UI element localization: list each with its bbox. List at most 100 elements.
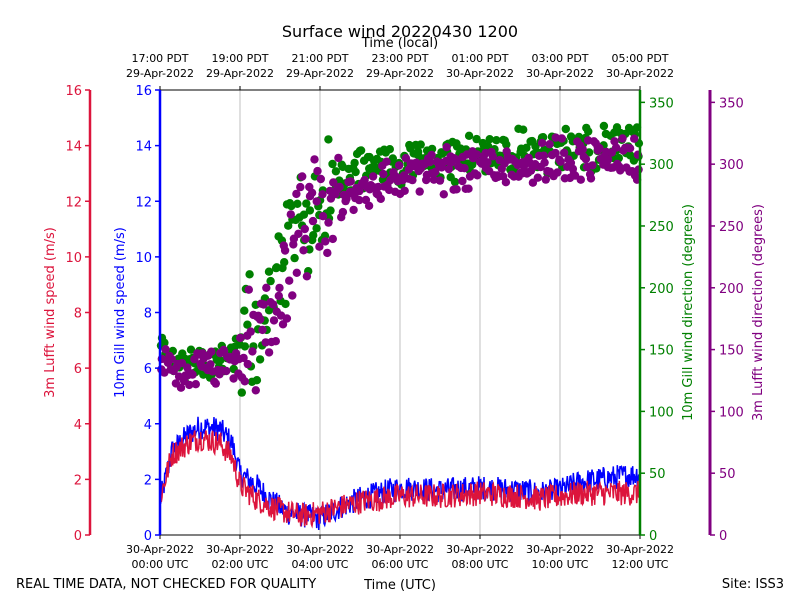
3m-lufft-wind-direction-point: [302, 272, 312, 281]
3m-lufft-wind-direction-point: [501, 178, 511, 187]
3m-lufft-wind-direction-point: [458, 176, 467, 186]
lufft-dir-tick-label: 0: [719, 529, 727, 544]
3m-lufft-wind-direction-point: [553, 168, 562, 177]
lufft-dir-tick-label: 250: [719, 220, 744, 235]
3m-lufft-wind-direction-point: [239, 353, 248, 363]
10m-gill-wind-direction-point: [245, 270, 254, 279]
3m-lufft-wind-direction-point: [244, 285, 253, 294]
3m-lufft-wind-direction-point: [425, 158, 434, 167]
chart-title: Surface wind 20220430 1200: [282, 22, 518, 41]
3m-lufft-wind-direction-point: [415, 187, 424, 196]
3m-lufft-wind-direction-point: [313, 166, 322, 176]
10m-gill-wind-direction-point: [472, 134, 481, 144]
3m-lufft-wind-direction-point: [236, 333, 245, 343]
gill-speed-axis-title: 10m Gill wind speed (m/s): [113, 227, 128, 398]
10m-gill-wind-direction-point: [281, 299, 290, 309]
10m-gill-wind-speed-line: [159, 416, 641, 531]
3m-lufft-wind-direction-point: [610, 137, 619, 146]
lufft-speed-tick-label: 8: [74, 307, 82, 322]
3m-lufft-wind-direction-point: [335, 182, 344, 192]
10m-gill-wind-direction-point: [331, 167, 341, 176]
3m-lufft-wind-direction-point: [408, 175, 417, 185]
3m-lufft-wind-direction-point: [618, 134, 627, 143]
3m-lufft-wind-direction-point: [315, 242, 324, 251]
10m-gill-wind-direction-point: [290, 253, 299, 263]
top-axis-title: Time (local): [361, 36, 438, 51]
3m-lufft-wind-direction-point: [282, 314, 292, 323]
10m-gill-wind-direction-point: [284, 221, 293, 230]
3m-lufft-wind-direction-point: [324, 218, 333, 227]
3m-lufft-wind-direction-point: [360, 175, 369, 185]
3m-lufft-wind-direction-point: [211, 379, 220, 388]
3m-lufft-wind-direction-point: [259, 300, 268, 309]
3m-lufft-wind-direction-point: [442, 143, 451, 152]
gill-speed-tick-label: 10: [135, 251, 152, 266]
gill-speed-tick-label: 12: [135, 195, 152, 210]
3m-lufft-wind-direction-point: [488, 152, 497, 161]
lufft-dir-tick-label: 50: [719, 467, 736, 482]
3m-lufft-wind-direction-point: [342, 194, 351, 203]
gill-speed-tick-label: 6: [144, 362, 152, 377]
lufft-speed-tick-label: 14: [65, 140, 82, 155]
3m-lufft-wind-direction-point: [280, 246, 290, 255]
gill-speed-tick-label: 16: [135, 84, 152, 99]
gill-speed-tick-label: 0: [144, 529, 152, 544]
3m-lufft-wind-direction-point: [539, 151, 548, 160]
10m-gill-wind-direction-point: [299, 210, 309, 219]
lufft-speed-tick-label: 4: [74, 418, 82, 433]
3m-lufft-wind-direction-point: [595, 144, 604, 153]
10m-gill-wind-direction-point: [351, 167, 360, 177]
10m-gill-wind-direction-point: [240, 342, 250, 351]
10m-gill-wind-direction-point: [266, 276, 275, 286]
3m-lufft-wind-direction-point: [185, 380, 194, 390]
3m-lufft-wind-direction-point: [634, 165, 643, 174]
3m-lufft-wind-direction-point: [206, 360, 215, 369]
top-tick-label-time: 17:00 PDT: [131, 52, 188, 65]
site-label: Site: ISS3: [722, 577, 784, 592]
gill-dir-tick-label: 250: [649, 220, 674, 235]
gill-dir-tick-label: 350: [649, 96, 674, 111]
gill-dir-tick-label: 150: [649, 344, 674, 359]
top-tick-label-date: 30-Apr-2022: [526, 67, 594, 80]
gill-speed-tick-label: 8: [144, 307, 152, 322]
3m-lufft-wind-direction-point: [394, 161, 404, 170]
3m-lufft-wind-direction-point: [310, 155, 319, 164]
x-tick-label-date: 30-Apr-2022: [126, 543, 194, 556]
3m-lufft-wind-direction-point: [258, 325, 267, 335]
3m-lufft-wind-direction-point: [578, 145, 587, 154]
10m-gill-wind-direction-point: [243, 320, 252, 329]
x-tick-label-time: 12:00 UTC: [611, 558, 668, 571]
gill-dir-tick-label: 300: [649, 158, 674, 173]
3m-lufft-wind-direction-point: [374, 182, 383, 192]
10m-gill-wind-direction-point: [255, 355, 265, 364]
gill-dir-tick-label: 100: [649, 405, 674, 420]
10m-gill-wind-direction-point: [160, 338, 169, 347]
10m-gill-wind-direction-point: [237, 388, 246, 397]
3m-lufft-wind-direction-point: [296, 182, 305, 192]
3m-lufft-wind-direction-point: [285, 276, 294, 285]
gill-dir-tick-label: 50: [649, 467, 666, 482]
3m-lufft-wind-direction-point: [586, 174, 596, 183]
lufft-speed-tick-label: 2: [74, 473, 82, 488]
x-tick-label-time: 00:00 UTC: [131, 558, 188, 571]
3m-lufft-wind-direction-point: [382, 157, 391, 166]
10m-gill-wind-direction-point: [264, 267, 274, 276]
3m-lufft-wind-direction-point: [318, 190, 327, 199]
3m-lufft-wind-direction-point: [299, 246, 308, 255]
lufft-speed-tick-label: 12: [65, 195, 82, 210]
3m-lufft-wind-direction-point: [368, 172, 378, 181]
3m-lufft-wind-direction-point: [334, 153, 343, 163]
lufft-dir-axis-title: 3m Lufft wind direction (degrees): [751, 204, 766, 421]
3m-lufft-wind-direction-point: [545, 140, 554, 149]
3m-lufft-wind-direction-point: [269, 316, 279, 325]
10m-gill-wind-direction-point: [388, 154, 397, 163]
3m-lufft-wind-direction-point: [427, 150, 436, 160]
top-tick-label-date: 29-Apr-2022: [206, 67, 274, 80]
lufft-speed-tick-label: 0: [74, 529, 82, 544]
3m-lufft-wind-direction-point: [294, 229, 303, 238]
10m-gill-wind-direction-point: [309, 231, 318, 240]
3m-lufft-wind-direction-point: [444, 164, 454, 174]
3m-lufft-wind-direction-point: [329, 178, 338, 187]
3m-lufft-wind-direction-point: [349, 205, 358, 215]
